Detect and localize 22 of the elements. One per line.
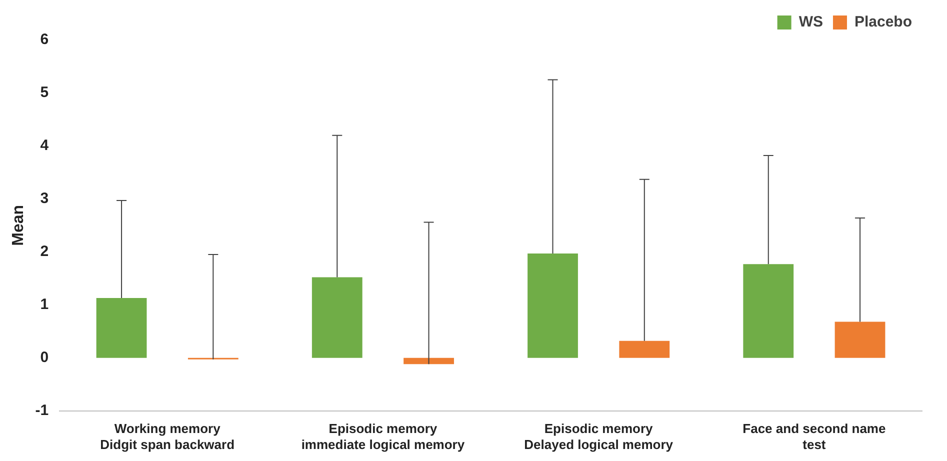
x-tick-label: Working memory Didgit span backward	[100, 421, 235, 452]
x-tick-label: Episodic memory Delayed logical memory	[524, 421, 674, 452]
legend-label: WS	[798, 14, 823, 31]
bar	[96, 298, 147, 358]
bar	[743, 264, 794, 358]
y-tick-label: 5	[40, 84, 49, 102]
y-tick-label: 6	[40, 31, 49, 48]
y-tick-label: 4	[40, 137, 50, 154]
bar	[619, 340, 670, 358]
bar	[528, 253, 578, 358]
legend-label: Placebo	[854, 14, 912, 31]
x-tick-label: Episodic memory immediate logical memory	[301, 421, 466, 452]
bar	[312, 277, 362, 358]
y-tick-label: 1	[40, 296, 49, 313]
y-tick-label: 0	[40, 348, 49, 366]
bar	[404, 358, 454, 364]
y-axis-title: Mean	[10, 204, 28, 246]
bar	[834, 322, 886, 358]
x-tick-label: Face and second name test	[742, 421, 886, 452]
y-tick-label: 3	[40, 190, 49, 208]
y-tick-label: -1	[35, 402, 49, 419]
y-tick-label: 2	[40, 243, 49, 260]
